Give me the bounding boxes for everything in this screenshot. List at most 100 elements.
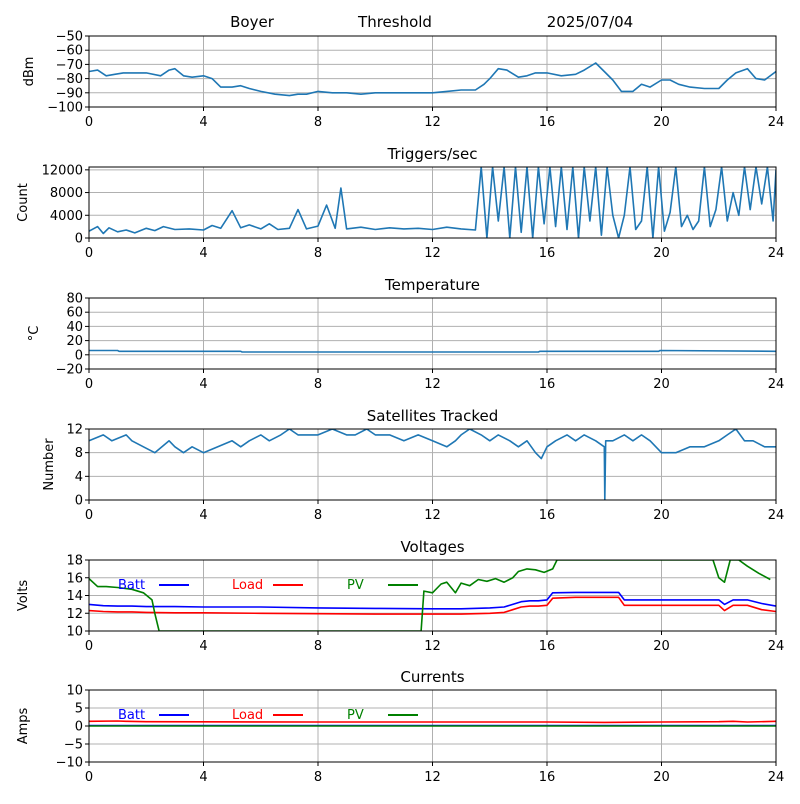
x-tick-label: 4 <box>199 508 207 523</box>
series-line-batt <box>89 591 776 610</box>
y-tick-label: −70 <box>56 58 83 73</box>
x-tick-label: 20 <box>653 377 670 392</box>
chart-title: Triggers/sec <box>387 145 478 163</box>
y-tick-label: 12 <box>66 607 83 622</box>
chart-title: Voltages <box>400 538 464 556</box>
x-tick-label: 12 <box>424 246 441 261</box>
x-tick-label: 8 <box>314 246 322 261</box>
x-tick-label: 0 <box>85 377 93 392</box>
series-group <box>89 349 776 353</box>
chart-title: Temperature <box>384 276 480 294</box>
y-tick-label: 40 <box>66 320 83 335</box>
y-axis-label: Count <box>16 183 31 222</box>
y-tick-label: 18 <box>66 554 83 569</box>
x-tick-label: 24 <box>768 639 785 654</box>
legend-label-batt: Batt <box>118 708 145 723</box>
y-tick-label: 20 <box>66 334 83 349</box>
x-tick-label: 16 <box>539 246 556 261</box>
x-tick-label: 16 <box>539 770 556 785</box>
x-tick-label: 24 <box>768 770 785 785</box>
x-tick-label: 20 <box>653 770 670 785</box>
x-tick-label: 20 <box>653 246 670 261</box>
y-tick-label: 0 <box>75 720 83 735</box>
x-tick-label: 16 <box>539 639 556 654</box>
x-tick-label: 24 <box>768 377 785 392</box>
legend-label-load: Load <box>232 708 263 723</box>
x-tick-label: 4 <box>199 115 207 130</box>
y-tick-label: 12000 <box>42 163 83 178</box>
y-axis-label: Volts <box>16 580 31 612</box>
x-tick-label: 8 <box>314 770 322 785</box>
series-group <box>89 560 776 631</box>
y-tick-label: 12 <box>66 423 83 438</box>
series-group <box>89 429 776 500</box>
x-tick-label: 16 <box>539 508 556 523</box>
y-tick-label: 8 <box>75 446 83 461</box>
subplot-2: 0 4 8 12 16 20 24 0 4000 8000 12000 Triggers/sec Cou… <box>16 145 784 261</box>
x-tick-label: 0 <box>85 115 93 130</box>
x-tick-label: 24 <box>768 246 785 261</box>
y-axis-label: °C <box>27 326 42 342</box>
series-line <box>89 429 776 500</box>
series-line <box>89 349 776 353</box>
subplot-4: 0 4 8 12 16 20 24 0 4 8 12 Satellites Tracked Number <box>42 407 784 523</box>
y-tick-label: −20 <box>56 363 83 378</box>
y-tick-label: 0 <box>75 348 83 363</box>
y-tick-label: 8000 <box>50 186 83 201</box>
y-tick-label: −60 <box>56 44 83 59</box>
y-tick-label: −80 <box>56 72 83 87</box>
x-tick-label: 24 <box>768 508 785 523</box>
series-line <box>89 167 776 238</box>
y-tick-label: 80 <box>66 292 83 307</box>
header-label: Threshold <box>357 13 432 31</box>
series-group <box>89 167 776 238</box>
x-tick-label: 8 <box>314 639 322 654</box>
x-tick-label: 24 <box>768 115 785 130</box>
x-tick-label: 0 <box>85 770 93 785</box>
y-tick-label: 4000 <box>50 209 83 224</box>
series-group <box>89 720 776 727</box>
x-tick-label: 12 <box>424 770 441 785</box>
x-tick-label: 0 <box>85 246 93 261</box>
series-line-load <box>89 720 776 724</box>
x-tick-label: 4 <box>199 770 207 785</box>
x-tick-label: 12 <box>424 508 441 523</box>
x-tick-label: 20 <box>653 115 670 130</box>
y-tick-label: −100 <box>47 101 83 116</box>
y-tick-label: −50 <box>56 30 83 45</box>
y-tick-label: 0 <box>75 494 83 509</box>
header-date: 2025/07/04 <box>547 13 633 31</box>
x-tick-label: 12 <box>424 115 441 130</box>
y-tick-label: 60 <box>66 306 83 321</box>
legend-label-load: Load <box>232 578 263 593</box>
subplot-6: 0 4 8 12 16 20 24 −10 −5 0 5 10 Currents Amps Batt Load… <box>16 668 784 785</box>
chart-title: Satellites Tracked <box>367 407 498 425</box>
y-tick-label: 16 <box>66 571 83 586</box>
y-axis-label: Number <box>42 438 57 491</box>
y-axis-label: dBm <box>22 57 37 87</box>
x-tick-label: 0 <box>85 508 93 523</box>
y-tick-label: −5 <box>64 738 83 753</box>
y-tick-label: 4 <box>75 470 83 485</box>
y-tick-label: −10 <box>56 756 83 771</box>
series-group <box>89 62 776 97</box>
x-tick-label: 20 <box>653 639 670 654</box>
x-tick-label: 8 <box>314 115 322 130</box>
x-tick-label: 8 <box>314 508 322 523</box>
x-tick-label: 0 <box>85 639 93 654</box>
series-line-pv <box>89 560 771 631</box>
header-station: Boyer <box>230 13 275 31</box>
chart-title: Currents <box>400 668 464 686</box>
y-tick-label: −90 <box>56 86 83 101</box>
legend-label-pv: PV <box>347 708 364 723</box>
x-tick-label: 16 <box>539 115 556 130</box>
x-tick-label: 16 <box>539 377 556 392</box>
x-tick-label: 12 <box>424 639 441 654</box>
y-axis-label: Amps <box>16 707 31 744</box>
y-tick-label: 10 <box>66 625 83 640</box>
y-tick-label: 5 <box>75 702 83 717</box>
